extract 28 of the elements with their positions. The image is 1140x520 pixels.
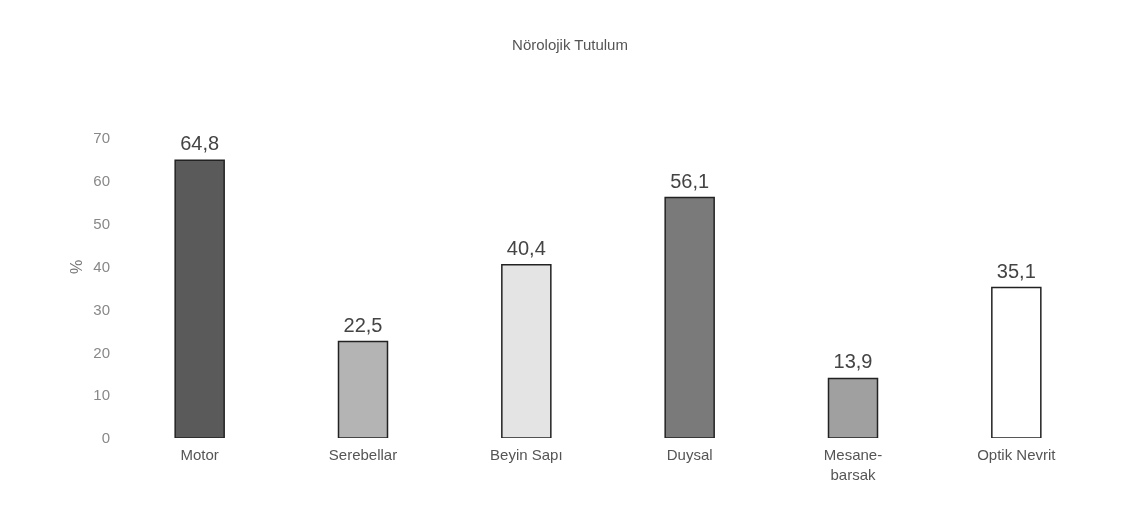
chart-title: Nörolojik Tutulum <box>511 36 629 53</box>
data-label: 64,8 <box>180 132 220 155</box>
y-tick-label: 60 <box>93 172 110 190</box>
x-tick-label: Mesane-barsak <box>823 446 883 483</box>
bar <box>991 286 1042 438</box>
data-label: 56,1 <box>670 169 710 192</box>
x-tick-label: Beyin Sapı <box>490 446 563 463</box>
bar <box>664 196 715 438</box>
y-axis-title: % <box>68 259 87 275</box>
data-label: 40,4 <box>506 236 546 259</box>
x-tick-label: Optik Nevrit <box>977 446 1057 463</box>
bar <box>501 264 552 438</box>
bar <box>827 377 879 438</box>
y-tick-label: 40 <box>93 257 110 275</box>
x-tick-label: Motor <box>180 446 219 463</box>
x-tick-label: Serebellar <box>328 446 398 463</box>
data-label: 35,1 <box>996 259 1036 282</box>
y-tick-label: 20 <box>93 343 110 361</box>
y-tick-label: 70 <box>93 129 110 147</box>
data-label: 13,9 <box>833 350 873 373</box>
data-label: 22,5 <box>343 313 383 336</box>
y-tick-label: 30 <box>93 300 110 318</box>
bar <box>174 159 225 438</box>
y-tick-label: 0 <box>101 429 110 447</box>
y-tick-label: 50 <box>93 215 110 233</box>
bar <box>337 340 389 438</box>
y-tick-label: 10 <box>93 386 110 404</box>
x-tick-label: Duysal <box>666 446 713 463</box>
